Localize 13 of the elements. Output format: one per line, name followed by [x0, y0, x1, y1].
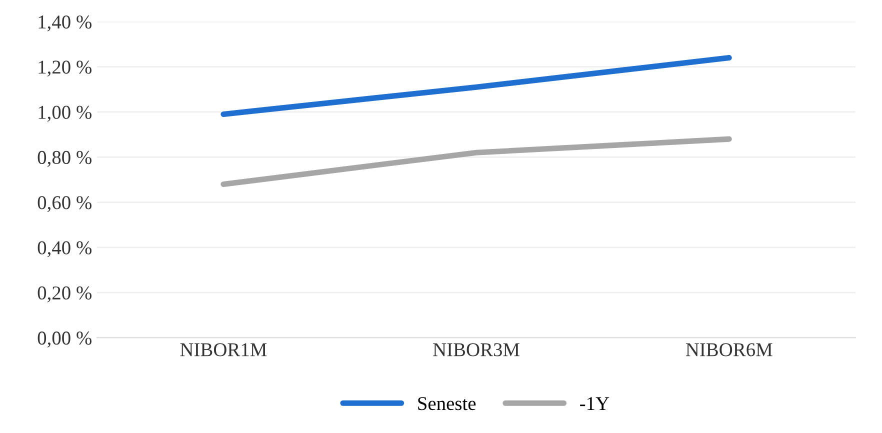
y-tick-label: 0,40 %	[38, 241, 92, 258]
y-tick-label: 1,40 %	[38, 15, 92, 32]
y-tick-label: 0,60 %	[38, 196, 92, 212]
legend-label: -1Y	[580, 397, 610, 410]
y-tick-label: 0,80 %	[38, 150, 92, 167]
y-tick-label: 0,20 %	[38, 286, 92, 302]
y-tick-label: 1,20 %	[38, 60, 92, 77]
x-tick-label: NIBOR6M	[686, 343, 772, 356]
x-tick-label: NIBOR3M	[433, 343, 520, 356]
x-tick-label: NIBOR1M	[180, 343, 267, 356]
legend-label: Seneste	[418, 397, 476, 410]
y-tick-label: 0,00 %	[38, 332, 92, 348]
y-tick-label: 1,00 %	[38, 106, 92, 122]
